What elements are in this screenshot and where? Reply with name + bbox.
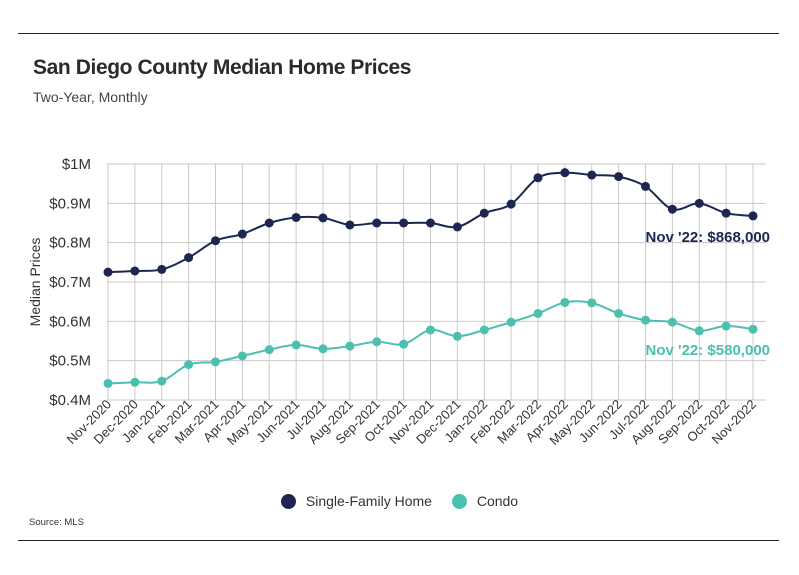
single-family-data-point	[721, 208, 731, 218]
condo-data-point	[533, 308, 543, 318]
y-tick-label: $0.8M	[49, 235, 91, 252]
condo-data-point	[748, 324, 758, 334]
legend: Single-Family Home Condo	[0, 493, 799, 512]
single-family-data-point	[748, 211, 758, 221]
y-tick-label: $0.5M	[49, 353, 91, 370]
condo-data-point	[426, 325, 435, 335]
y-tick-label: $0.7M	[49, 274, 91, 291]
condo-data-point	[345, 341, 355, 351]
legend-item-single-family[interactable]: Single-Family Home	[280, 493, 432, 509]
condo-data-point	[372, 337, 382, 347]
condo-legend-marker-icon	[451, 493, 467, 509]
condo-data-point	[264, 345, 274, 355]
single-family-data-point	[533, 173, 543, 183]
single-family-data-point	[291, 212, 301, 222]
single-family-data-point	[694, 198, 704, 208]
single-family-data-point	[237, 229, 247, 239]
condo-end-label: Nov '22: $580,000	[646, 342, 770, 359]
single-family-data-point	[184, 253, 194, 263]
single-family-data-point	[345, 220, 355, 230]
single-family-data-point	[399, 218, 409, 228]
condo-data-point	[291, 340, 301, 350]
condo-data-point	[694, 326, 704, 336]
condo-data-point	[721, 321, 731, 331]
condo-data-point	[560, 297, 570, 307]
source-note: Source: MLS	[29, 517, 84, 528]
condo-data-point	[211, 357, 220, 367]
single-family-data-point	[452, 222, 462, 232]
single-family-data-point	[667, 204, 677, 214]
legend-label-single-family: Single-Family Home	[305, 493, 432, 509]
single-family-data-point	[614, 172, 624, 182]
legend-item-condo[interactable]: Condo	[451, 493, 519, 509]
condo-data-point	[103, 378, 113, 388]
single-family-data-point	[587, 170, 597, 180]
condo-data-point	[399, 339, 409, 349]
single-family-data-point	[426, 218, 435, 228]
bottom-rule	[18, 540, 779, 541]
condo-data-point	[614, 308, 624, 318]
single-family-data-point	[506, 199, 516, 209]
condo-data-point	[318, 344, 328, 354]
chart-subtitle: Two-Year, Monthly	[33, 89, 148, 105]
condo-data-point	[130, 377, 140, 387]
single-family-data-point	[479, 208, 489, 218]
condo-data-point	[587, 298, 597, 308]
condo-data-point	[452, 331, 462, 341]
y-tick-label: $0.6M	[49, 313, 91, 330]
single-family-data-point	[318, 213, 328, 223]
single-family-data-point	[211, 236, 220, 246]
condo-data-point	[237, 351, 247, 361]
single-family-legend-marker-icon	[280, 493, 296, 509]
y-tick-label: $1M	[62, 156, 91, 173]
single-family-data-point	[641, 181, 650, 191]
single-family-data-point	[157, 264, 167, 274]
condo-data-point	[506, 317, 516, 327]
single-family-data-point	[103, 267, 113, 277]
condo-data-point	[157, 376, 167, 386]
single-family-data-point	[264, 218, 274, 228]
legend-label-condo: Condo	[476, 493, 519, 509]
condo-data-point	[479, 325, 489, 335]
single-family-end-label: Nov '22: $868,000	[646, 229, 770, 246]
single-family-data-point	[130, 266, 140, 276]
single-family-data-point	[560, 168, 570, 178]
condo-data-point	[641, 315, 650, 325]
condo-data-point	[667, 317, 677, 327]
top-rule	[18, 33, 779, 34]
y-tick-label: $0.9M	[49, 195, 91, 212]
y-axis-label: Median Prices	[27, 238, 43, 327]
chart-title: San Diego County Median Home Prices	[33, 56, 412, 79]
condo-data-point	[184, 360, 194, 370]
y-tick-label: $0.4M	[49, 392, 91, 409]
single-family-data-point	[372, 218, 382, 228]
